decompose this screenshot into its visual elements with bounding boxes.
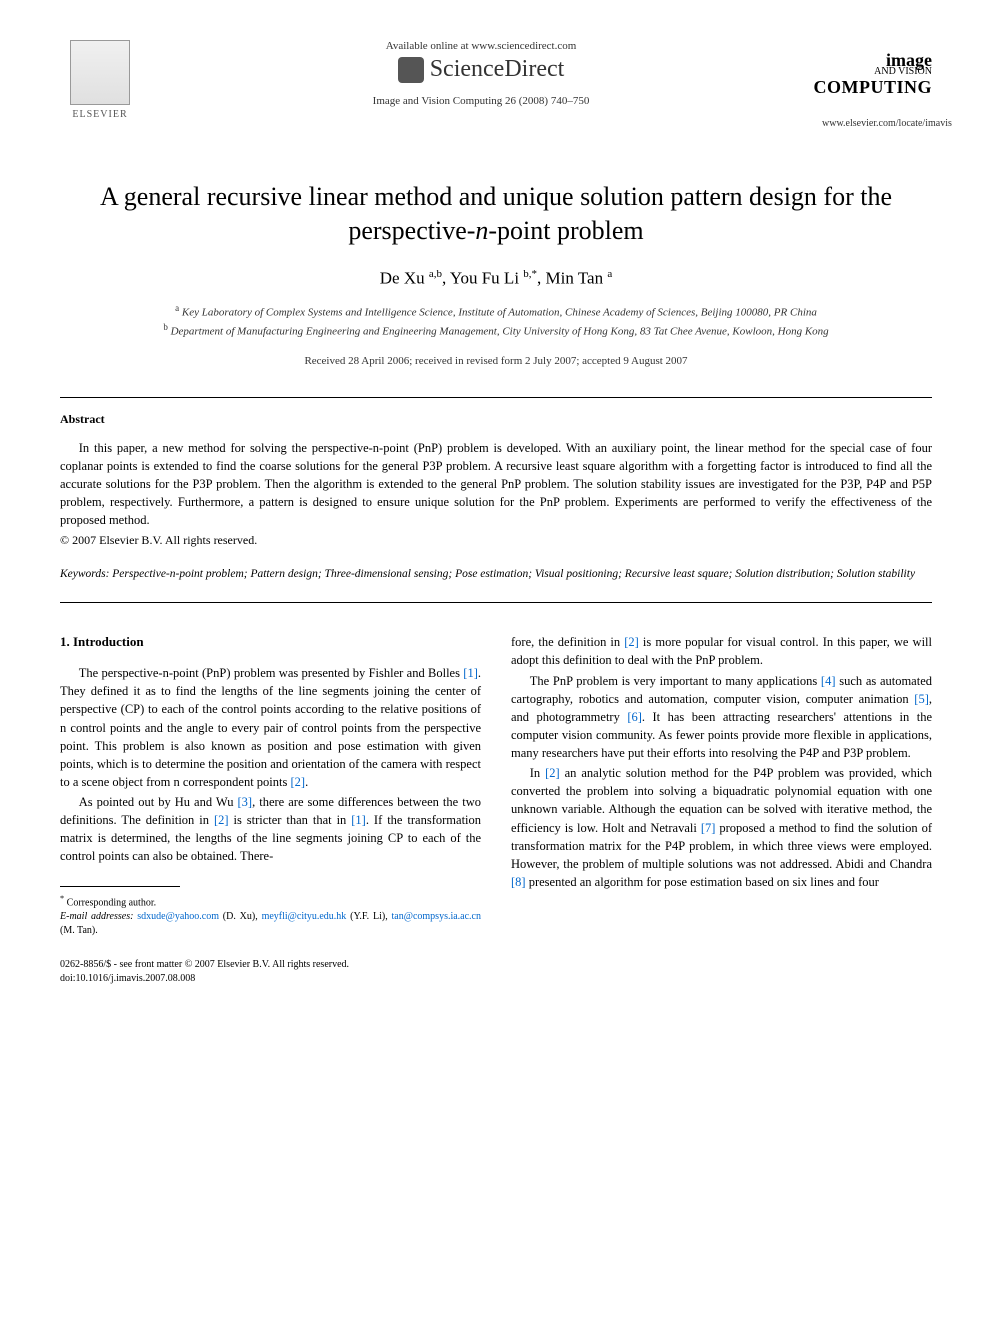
journal-logo: image AND VISION COMPUTING www.elsevier.… bbox=[822, 40, 932, 129]
col2-p2-a: The PnP problem is very important to man… bbox=[530, 674, 821, 688]
publisher-logo: ELSEVIER bbox=[60, 40, 140, 130]
header-row: ELSEVIER Available online at www.science… bbox=[60, 40, 932, 130]
sciencedirect-logo: ScienceDirect bbox=[160, 56, 802, 83]
abstract-copyright: © 2007 Elsevier B.V. All rights reserved… bbox=[60, 533, 932, 548]
divider-bottom bbox=[60, 602, 932, 603]
footer-info: 0262-8856/$ - see front matter © 2007 El… bbox=[60, 958, 481, 986]
section-1-heading: 1. Introduction bbox=[60, 633, 481, 652]
col1-p1-c: . bbox=[305, 775, 308, 789]
available-online-text: Available online at www.sciencedirect.co… bbox=[160, 40, 802, 52]
ref-link-1[interactable]: [1] bbox=[463, 666, 478, 680]
col1-p1-b: . They defined it as to find the lengths… bbox=[60, 666, 481, 789]
corresponding-author: * Corresponding author. bbox=[60, 893, 481, 910]
corresponding-text: Corresponding author. bbox=[67, 897, 156, 908]
journal-logo-box: image AND VISION COMPUTING bbox=[822, 40, 932, 110]
affiliation-b-text: Department of Manufacturing Engineering … bbox=[171, 326, 829, 338]
footnote-divider bbox=[60, 886, 180, 887]
abstract-heading: Abstract bbox=[60, 412, 932, 427]
ref-link-8[interactable]: [8] bbox=[511, 875, 526, 889]
journal-url: www.elsevier.com/locate/imavis bbox=[822, 118, 932, 129]
ref-link-2a[interactable]: [2] bbox=[214, 813, 229, 827]
email2-attr: (Y.F. Li), bbox=[346, 911, 391, 922]
center-header: Available online at www.sciencedirect.co… bbox=[140, 40, 822, 107]
affiliation-b: b Department of Manufacturing Engineerin… bbox=[60, 321, 932, 340]
email3-attr: (M. Tan). bbox=[60, 925, 98, 936]
title-section: A general recursive linear method and un… bbox=[60, 180, 932, 367]
col1-p2-c: is stricter than that in bbox=[229, 813, 352, 827]
abstract-text: In this paper, a new method for solving … bbox=[60, 439, 932, 530]
email-link-3[interactable]: tan@compsys.ia.ac.cn bbox=[392, 911, 481, 922]
footer-line1: 0262-8856/$ - see front matter © 2007 El… bbox=[60, 958, 481, 972]
body-columns: 1. Introduction The perspective-n-point … bbox=[60, 633, 932, 986]
ref-link-2c[interactable]: [2] bbox=[624, 635, 639, 649]
ref-link-2[interactable]: [2] bbox=[291, 775, 306, 789]
col1-p1-a: The perspective-n-point (PnP) problem wa… bbox=[79, 666, 464, 680]
ref-link-5[interactable]: [5] bbox=[914, 692, 929, 706]
article-title: A general recursive linear method and un… bbox=[60, 180, 932, 248]
publisher-name: ELSEVIER bbox=[72, 109, 127, 120]
ref-link-1b[interactable]: [1] bbox=[351, 813, 366, 827]
col2-para3: In [2] an analytic solution method for t… bbox=[511, 764, 932, 891]
col2-para2: The PnP problem is very important to man… bbox=[511, 672, 932, 763]
ref-link-7[interactable]: [7] bbox=[701, 821, 716, 835]
col1-p2-a: As pointed out by Hu and Wu bbox=[79, 795, 238, 809]
affiliations: a Key Laboratory of Complex Systems and … bbox=[60, 302, 932, 340]
journal-logo-line3: COMPUTING bbox=[814, 77, 933, 98]
article-dates: Received 28 April 2006; received in revi… bbox=[60, 355, 932, 367]
abstract-section: Abstract In this paper, a new method for… bbox=[60, 412, 932, 549]
ref-link-3[interactable]: [3] bbox=[237, 795, 252, 809]
sciencedirect-icon bbox=[398, 57, 424, 83]
sciencedirect-text: ScienceDirect bbox=[430, 56, 565, 83]
footer-line2: doi:10.1016/j.imavis.2007.08.008 bbox=[60, 972, 481, 986]
affiliation-a: a Key Laboratory of Complex Systems and … bbox=[60, 302, 932, 321]
keywords-text: Perspective-n-point problem; Pattern des… bbox=[112, 568, 915, 580]
authors: De Xu a,b, You Fu Li b,*, Min Tan a bbox=[60, 268, 932, 289]
col2-p3-d: presented an algorithm for pose estimati… bbox=[526, 875, 879, 889]
email1-attr: (D. Xu), bbox=[219, 911, 262, 922]
email-link-2[interactable]: meyfli@cityu.edu.hk bbox=[262, 911, 347, 922]
keywords-label: Keywords: bbox=[60, 568, 109, 580]
column-left: 1. Introduction The perspective-n-point … bbox=[60, 633, 481, 986]
email-addresses: E-mail addresses: sdxude@yahoo.com (D. X… bbox=[60, 910, 481, 938]
footnote-block: * Corresponding author. E-mail addresses… bbox=[60, 893, 481, 938]
col1-para1: The perspective-n-point (PnP) problem wa… bbox=[60, 664, 481, 791]
email-link-1[interactable]: sdxude@yahoo.com bbox=[137, 911, 219, 922]
col2-p3-a: In bbox=[530, 766, 545, 780]
col2-para1: fore, the definition in [2] is more popu… bbox=[511, 633, 932, 669]
column-right: fore, the definition in [2] is more popu… bbox=[511, 633, 932, 986]
elsevier-tree-icon bbox=[70, 40, 130, 105]
affiliation-a-text: Key Laboratory of Complex Systems and In… bbox=[182, 307, 817, 319]
journal-citation: Image and Vision Computing 26 (2008) 740… bbox=[160, 95, 802, 107]
email-label: E-mail addresses: bbox=[60, 911, 133, 922]
col1-para2: As pointed out by Hu and Wu [3], there a… bbox=[60, 793, 481, 866]
ref-link-2d[interactable]: [2] bbox=[545, 766, 560, 780]
journal-logo-line2: AND VISION bbox=[874, 66, 932, 77]
title-line: A general recursive linear method and un… bbox=[100, 182, 892, 245]
ref-link-6[interactable]: [6] bbox=[627, 710, 642, 724]
divider-top bbox=[60, 397, 932, 398]
ref-link-4[interactable]: [4] bbox=[821, 674, 836, 688]
col2-p1-a: fore, the definition in bbox=[511, 635, 624, 649]
keywords: Keywords: Perspective-n-point problem; P… bbox=[60, 566, 932, 582]
